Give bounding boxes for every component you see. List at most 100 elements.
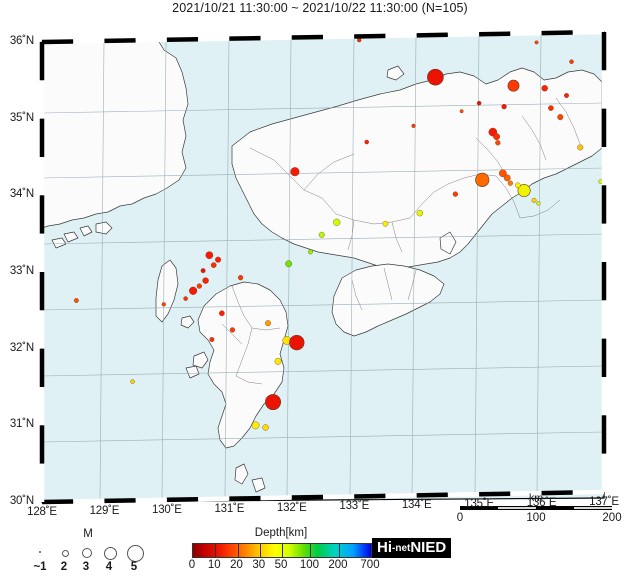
epicenter-marker[interactable] — [183, 296, 188, 301]
epicenter-marker[interactable] — [290, 167, 300, 177]
frame-graduation — [73, 38, 105, 44]
epicenter-marker[interactable] — [569, 59, 574, 64]
frame-graduation — [322, 34, 355, 40]
epicenter-marker[interactable] — [507, 79, 520, 92]
depth-colorbar[interactable] — [192, 543, 372, 558]
epicenter-marker[interactable] — [536, 201, 541, 206]
epicenter-marker[interactable] — [495, 140, 501, 146]
frame-graduation — [572, 29, 605, 35]
frame-graduation — [322, 494, 355, 500]
epicenter-marker[interactable] — [251, 421, 260, 430]
seismicity-map[interactable]: km 0 100 200 — [36, 28, 622, 524]
epicenter-marker[interactable] — [265, 394, 282, 411]
epicenter-marker[interactable] — [265, 320, 272, 327]
epicenter-marker[interactable] — [507, 180, 513, 186]
frame-graduation — [479, 491, 511, 497]
prefecture-boundaries — [221, 97, 581, 385]
epicenter-marker[interactable] — [196, 283, 202, 289]
epicenter-marker[interactable] — [229, 327, 236, 333]
epicenter-marker[interactable] — [202, 277, 209, 284]
magnitude-circle — [103, 546, 117, 560]
epicenter-marker[interactable] — [130, 379, 135, 384]
frame-graduation — [135, 497, 167, 503]
lat-tick-label: 35˚N — [9, 111, 34, 124]
epicenter-marker[interactable] — [534, 40, 539, 45]
magnitude-legend-title: M — [83, 528, 93, 540]
epicenter-marker[interactable] — [515, 182, 521, 189]
epicenter-marker[interactable] — [73, 298, 79, 303]
epicenter-marker[interactable] — [274, 357, 282, 365]
epicenter-marker[interactable] — [467, 29, 472, 33]
scale-bar: km 0 100 200 — [456, 492, 622, 528]
epicenter-marker[interactable] — [285, 260, 293, 268]
frame-graduation — [166, 36, 199, 43]
frame-graduation — [541, 490, 573, 496]
epicenter-marker[interactable] — [427, 68, 444, 86]
magnitude-label: 5 — [130, 561, 138, 573]
epicenter-marker[interactable] — [459, 109, 464, 114]
epicenter-marker[interactable] — [318, 231, 325, 238]
epicenter-marker[interactable] — [200, 268, 206, 274]
epicenter-marker[interactable] — [411, 123, 416, 128]
logo-prefix: Hi — [377, 539, 392, 556]
epicenter-marker[interactable] — [503, 174, 511, 182]
frame-graduation — [41, 499, 74, 505]
epicenter-marker[interactable] — [501, 103, 507, 110]
lon-tick-label: 132˚E — [276, 501, 307, 514]
epicenter-marker[interactable] — [215, 256, 222, 263]
epicenter-marker[interactable] — [416, 209, 423, 217]
epicenter-marker[interactable] — [209, 337, 215, 342]
epicenter-marker[interactable] — [452, 191, 458, 197]
scale-label-100: 100 — [526, 512, 546, 524]
frame-graduation — [447, 31, 480, 38]
epicenter-marker[interactable] — [531, 197, 537, 203]
lon-tick-label: 131˚E — [214, 502, 245, 515]
epicenter-marker[interactable] — [541, 85, 548, 92]
epicenter-marker[interactable] — [476, 100, 482, 106]
frame-graduation — [416, 492, 448, 498]
scale-segment-4 — [574, 506, 612, 510]
epicenter-marker[interactable] — [557, 114, 564, 121]
depth-label: 50 — [274, 559, 288, 571]
frame-graduation — [385, 493, 417, 499]
epicenter-marker[interactable] — [189, 286, 198, 295]
epicenter-marker[interactable] — [382, 220, 389, 227]
magnitude-label: 2 — [60, 561, 68, 573]
lon-tick-label: 136˚E — [526, 497, 557, 510]
epicenter-marker[interactable] — [357, 38, 362, 43]
magnitude-circle — [39, 551, 41, 553]
epicenter-marker[interactable] — [564, 93, 569, 98]
frame-graduation — [479, 31, 511, 37]
epicenter-marker[interactable] — [499, 169, 507, 178]
lon-tick-label: 134˚E — [401, 499, 432, 512]
epicenter-marker[interactable] — [262, 424, 269, 431]
epicenter-marker[interactable] — [219, 310, 225, 317]
frame-graduation — [198, 36, 230, 42]
map-canvas — [39, 29, 607, 505]
epicenter-marker[interactable] — [475, 172, 490, 187]
magnitude-circle — [82, 548, 92, 558]
epicenter-marker[interactable] — [161, 302, 166, 307]
depth-tick — [259, 544, 261, 557]
epicenter-marker[interactable] — [493, 133, 500, 141]
frame-graduation — [447, 491, 480, 498]
frame-graduation — [135, 37, 167, 43]
epicenter-marker[interactable] — [237, 275, 244, 281]
epicenter-marker[interactable] — [333, 218, 341, 226]
lon-tick-label: 129˚E — [89, 504, 120, 517]
scale-unit-label: km — [529, 492, 543, 504]
epicenter-markers[interactable] — [73, 29, 604, 431]
logo-mid: -net — [392, 543, 411, 554]
epicenter-marker[interactable] — [364, 139, 369, 145]
frame-graduation — [260, 35, 292, 41]
epicenter-marker[interactable] — [308, 249, 313, 255]
epicenter-marker[interactable] — [210, 262, 217, 268]
magnitude-legend: M ~1 2 3 4 5 — [28, 528, 148, 578]
depth-tick — [338, 544, 340, 557]
epicenter-marker[interactable] — [577, 144, 584, 151]
epicenter-marker[interactable] — [517, 184, 531, 198]
frame-graduation — [41, 39, 74, 45]
epicenter-marker[interactable] — [289, 334, 305, 351]
epicenter-marker[interactable] — [205, 251, 214, 260]
epicenter-marker[interactable] — [548, 105, 554, 111]
